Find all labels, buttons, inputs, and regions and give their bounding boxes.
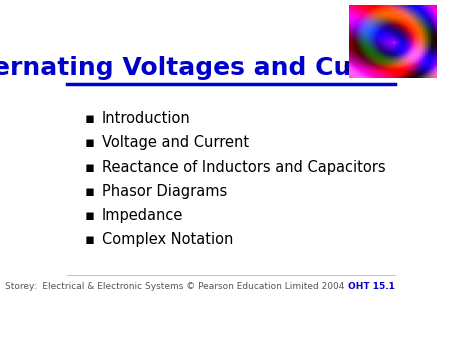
Text: ▪: ▪: [85, 184, 94, 199]
Text: ▪: ▪: [85, 232, 94, 247]
Text: Complex Notation: Complex Notation: [102, 232, 233, 247]
Text: OHT 15.1: OHT 15.1: [348, 282, 395, 291]
Text: Storey:  Electrical & Electronic Systems © Pearson Education Limited 2004: Storey: Electrical & Electronic Systems …: [5, 282, 345, 291]
Text: Voltage and Current: Voltage and Current: [102, 135, 249, 150]
Text: Introduction: Introduction: [102, 111, 190, 126]
Text: Alternating Voltages and Currents: Alternating Voltages and Currents: [0, 56, 438, 80]
Text: ▪: ▪: [85, 111, 94, 126]
Text: Impedance: Impedance: [102, 208, 183, 223]
Text: Chapter 15: Chapter 15: [344, 62, 414, 74]
Text: ▪: ▪: [85, 135, 94, 150]
Text: ▪: ▪: [85, 208, 94, 223]
Text: Reactance of Inductors and Capacitors: Reactance of Inductors and Capacitors: [102, 160, 385, 174]
Text: Phasor Diagrams: Phasor Diagrams: [102, 184, 227, 199]
Text: ▪: ▪: [85, 160, 94, 174]
